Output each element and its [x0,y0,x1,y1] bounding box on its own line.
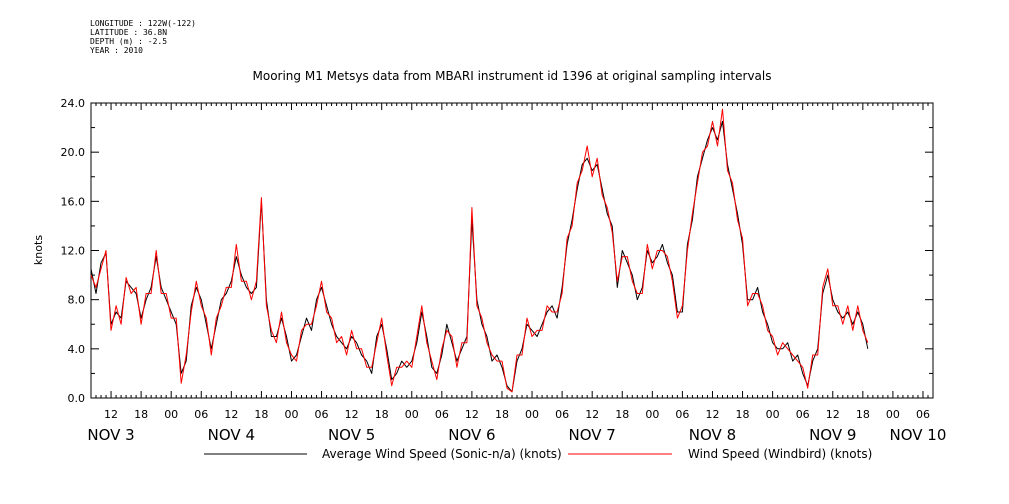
day-label: NOV 6 [448,426,495,444]
x-tick-label: 12 [224,408,238,421]
series-line-windbird [90,108,869,393]
x-tick-label: 12 [104,408,118,421]
meta-year: YEAR : 2010 [90,46,143,55]
x-tick-label: 06 [555,408,569,421]
meta-depth: DEPTH (m) : -2.5 [90,37,168,46]
x-tick-label: 18 [615,408,629,421]
x-tick-label: 12 [465,408,479,421]
x-tick-label: 06 [194,408,208,421]
y-tick-label: 8.0 [68,294,86,307]
metadata-block: LONGITUDE : 122W(-122) LATITUDE : 36.8N … [90,19,196,55]
plot-frame [90,102,934,399]
x-tick-label: 18 [736,408,750,421]
y-tick-label: 4.0 [68,343,86,356]
x-axis-ticks: 12 18 00 06 12 18 00 06 12 18 00 06 12 18 00 06 12 18 00 06… [104,408,930,421]
x-tick-label: 18 [134,408,148,421]
series-line-sonic [90,120,869,393]
x-tick-label: 06 [796,408,810,421]
x-tick-label: 00 [284,408,298,421]
x-tick-label: 00 [164,408,178,421]
y-axis-ticks: 0.0 4.0 8.0 12.0 16.0 20.0 24.0 [61,97,933,405]
x-tick-label: 12 [585,408,599,421]
day-label: NOV 4 [208,426,255,444]
chart-title: Mooring M1 Metsys data from MBARI instru… [253,69,772,83]
series-lines [90,108,869,393]
plot-axes [90,102,934,399]
day-labels: NOV 3 NOV 4 NOV 5 NOV 6 NOV 7 NOV 8 NOV 9 NOV 1… [87,426,946,444]
y-tick-label: 20.0 [61,146,86,159]
day-label: NOV 7 [569,426,616,444]
y-axis-label: knots [32,235,45,265]
day-label: NOV 10 [890,426,947,444]
x-tick-label: 06 [435,408,449,421]
y-tick-label: 24.0 [61,97,86,110]
y-tick-label: 0.0 [68,392,86,405]
x-tick-label: 18 [495,408,509,421]
x-tick-label: 06 [916,408,930,421]
x-tick-label: 18 [856,408,870,421]
x-tick-label: 00 [405,408,419,421]
x-tick-label: 00 [525,408,539,421]
x-tick-label: 18 [254,408,268,421]
y-tick-label: 12.0 [61,245,86,258]
x-tick-label: 00 [886,408,900,421]
meta-latitude: LATITUDE : 36.8N [90,28,168,37]
day-label: NOV 9 [809,426,856,444]
x-tick-label: 12 [345,408,359,421]
x-tick-label: 00 [645,408,659,421]
x-tick-label: 12 [705,408,719,421]
x-tick-label: 06 [675,408,689,421]
day-label: NOV 5 [328,426,375,444]
x-tick-label: 18 [375,408,389,421]
x-tick-label: 12 [826,408,840,421]
day-label: NOV 3 [87,426,134,444]
legend: Average Wind Speed (Sonic-n/a) (knots) Wi… [204,447,872,461]
y-tick-label: 16.0 [61,195,86,208]
legend-label: Average Wind Speed (Sonic-n/a) (knots) [322,447,562,461]
meta-longitude: LONGITUDE : 122W(-122) [90,19,196,28]
x-tick-label: 00 [766,408,780,421]
legend-label: Wind Speed (Windbird) (knots) [688,447,872,461]
day-label: NOV 8 [689,426,736,444]
x-tick-label: 06 [315,408,329,421]
